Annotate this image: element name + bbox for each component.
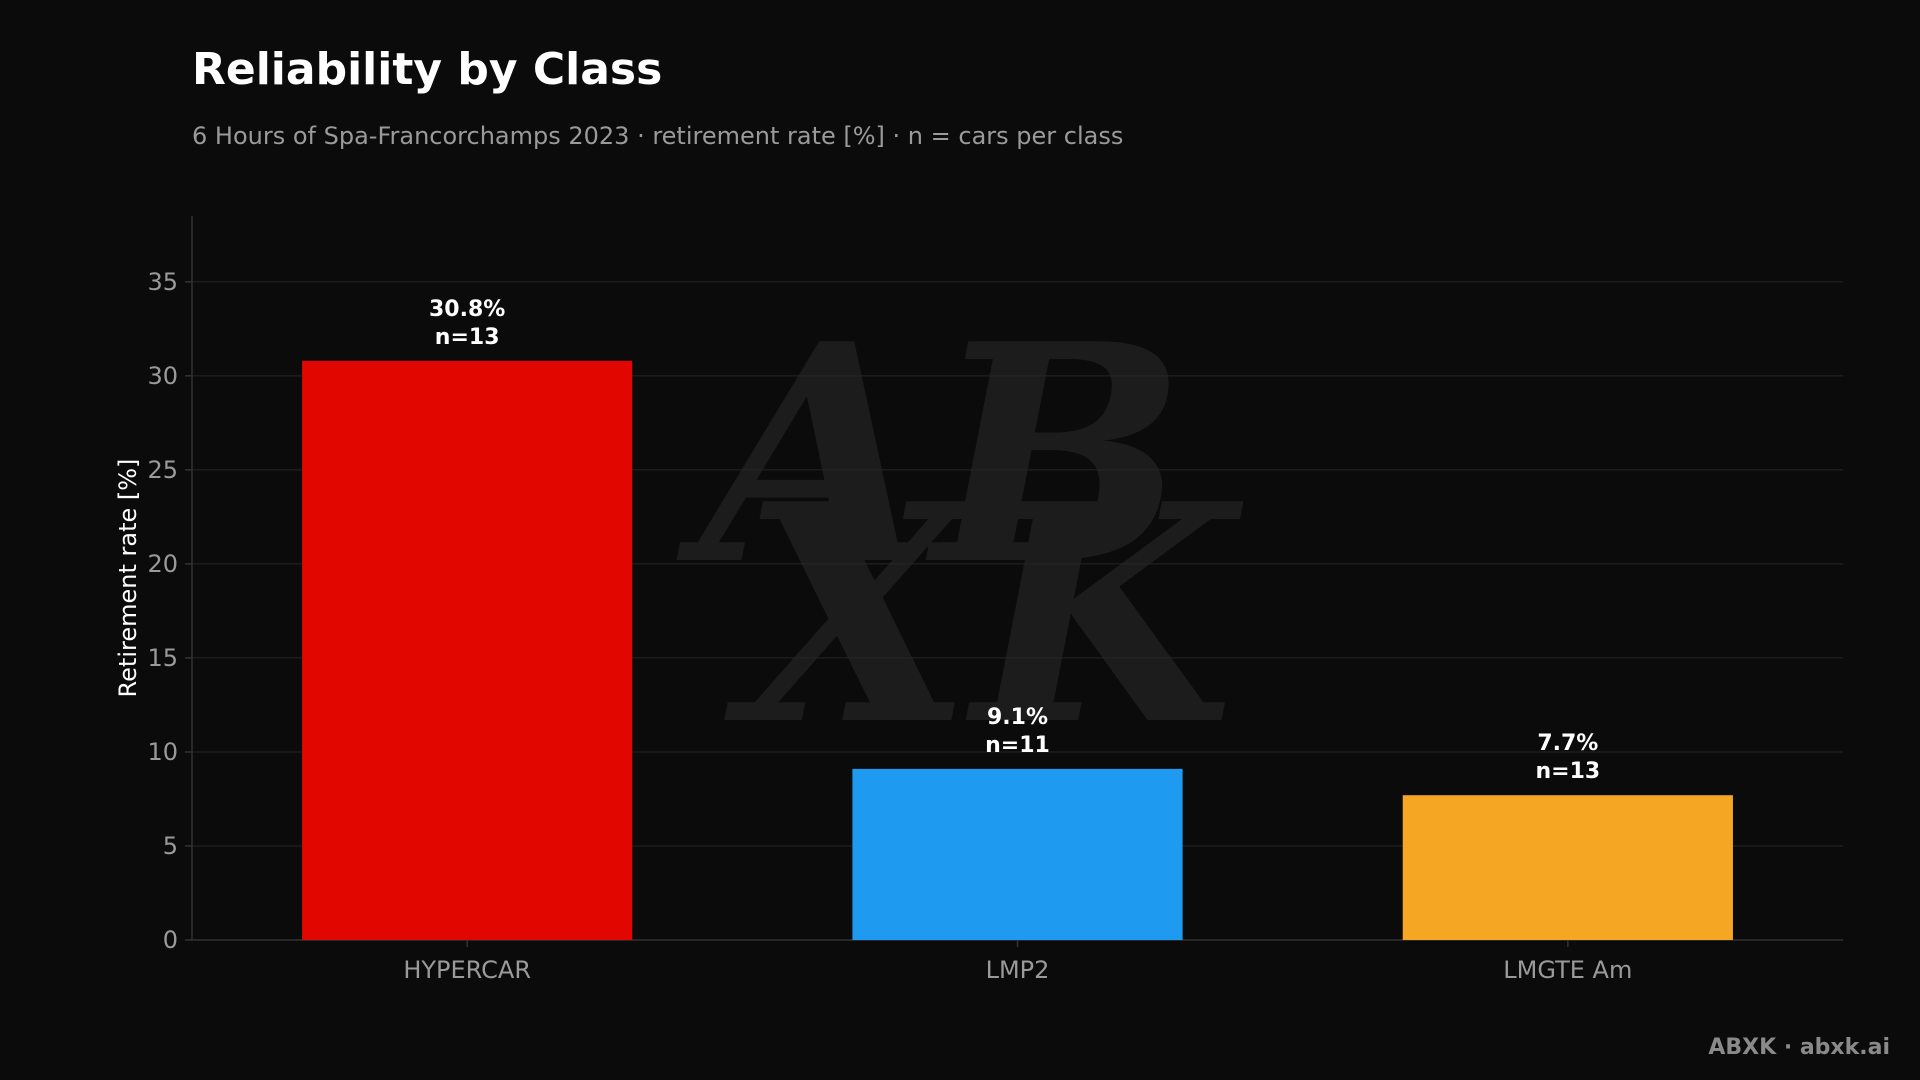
watermark-logo-top: AB <box>677 278 1187 631</box>
value-label: 9.1% <box>987 705 1048 730</box>
bars <box>302 360 1733 940</box>
watermark-logo: AB XK <box>677 278 1245 791</box>
x-tick-labels: HYPERCAR LMP2 LMGTE Am <box>403 940 1632 984</box>
bar-lmp2 <box>852 768 1183 940</box>
y-tick-label: 15 <box>147 644 178 672</box>
value-label: 30.8% <box>429 297 505 322</box>
x-tick-label: HYPERCAR <box>403 956 531 984</box>
count-label: n=11 <box>985 733 1050 758</box>
y-tick-label: 20 <box>147 550 178 578</box>
y-tick-labels: 0 5 10 15 20 25 30 35 <box>147 268 192 954</box>
watermark-text: ABXK · abxk.ai <box>1708 1035 1890 1060</box>
chart-subtitle: 6 Hours of Spa-Francorchamps 2023 · reti… <box>192 122 1124 150</box>
value-label: 7.7% <box>1537 731 1598 756</box>
y-tick-label: 35 <box>147 268 178 296</box>
watermark-logo-bottom: XK <box>721 438 1244 791</box>
data-labels: 30.8% n=13 9.1% n=11 7.7% n=13 <box>429 297 1600 784</box>
count-label: n=13 <box>1535 759 1600 784</box>
bar-lmgte-am <box>1402 795 1733 940</box>
x-tick-label: LMGTE Am <box>1503 956 1632 984</box>
bar-hypercar <box>302 360 633 940</box>
y-tick-label: 0 <box>163 926 178 954</box>
chart-title: Reliability by Class <box>192 44 663 95</box>
y-tick-label: 10 <box>147 738 178 766</box>
count-label: n=13 <box>435 325 500 350</box>
y-tick-label: 30 <box>147 362 178 390</box>
y-tick-label: 25 <box>147 456 178 484</box>
x-tick-label: LMP2 <box>986 956 1050 984</box>
y-tick-label: 5 <box>163 832 178 860</box>
y-axis-label: Retirement rate [%] <box>114 459 142 698</box>
